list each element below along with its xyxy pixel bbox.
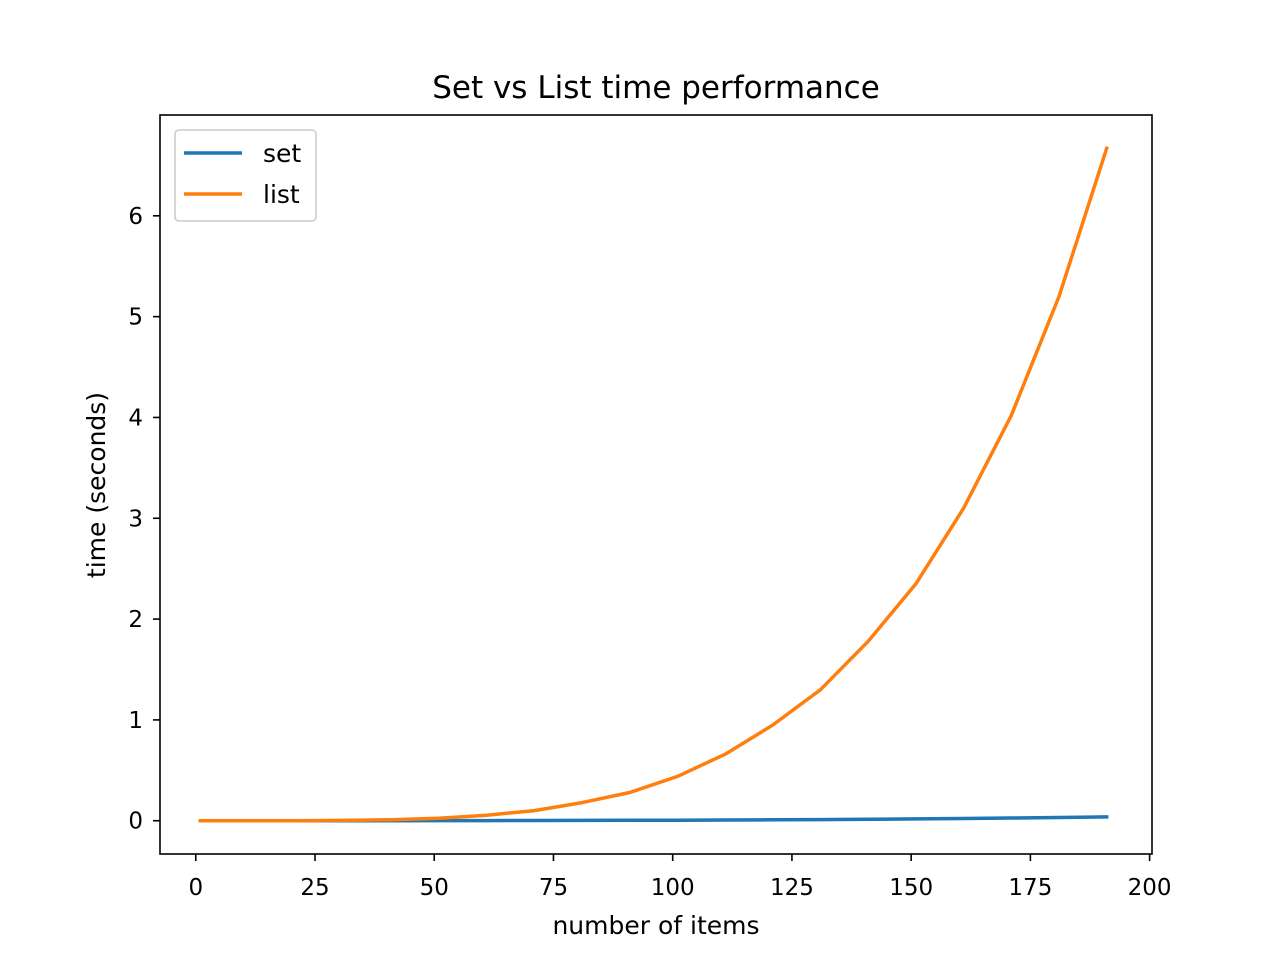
x-tick-label: 75 [539,875,568,901]
y-tick-label: 5 [128,305,143,331]
y-tick-label: 0 [128,809,143,835]
series-line-list [198,146,1109,823]
x-tick-label: 50 [420,875,449,901]
y-tick-label: 1 [128,708,143,734]
x-tick-label: 0 [188,875,203,901]
legend-label-set: set [263,139,301,168]
legend-label-list: list [263,180,300,209]
x-tick-label: 175 [1008,875,1052,901]
y-tick-label: 3 [128,506,143,532]
chart-title: Set vs List time performance [432,70,880,106]
y-axis-ticks: 0 1 2 3 4 5 6 [128,204,160,835]
y-tick-label: 6 [128,204,143,230]
y-tick-label: 2 [128,607,143,633]
x-tick-label: 25 [300,875,329,901]
series-layer [198,146,1109,823]
y-axis-label: time (seconds) [82,392,111,578]
plot-area-frame [159,114,1153,855]
x-axis-ticks: 0 25 50 75 100 125 150 175 200 [188,854,1172,901]
x-tick-label: 200 [1128,875,1172,901]
x-tick-label: 100 [651,875,695,901]
x-tick-label: 125 [770,875,814,901]
legend: set list [174,129,317,222]
x-axis-label: number of items [552,911,759,940]
x-tick-label: 150 [889,875,933,901]
y-tick-label: 4 [128,405,143,431]
legend-entries: set list [184,139,301,209]
